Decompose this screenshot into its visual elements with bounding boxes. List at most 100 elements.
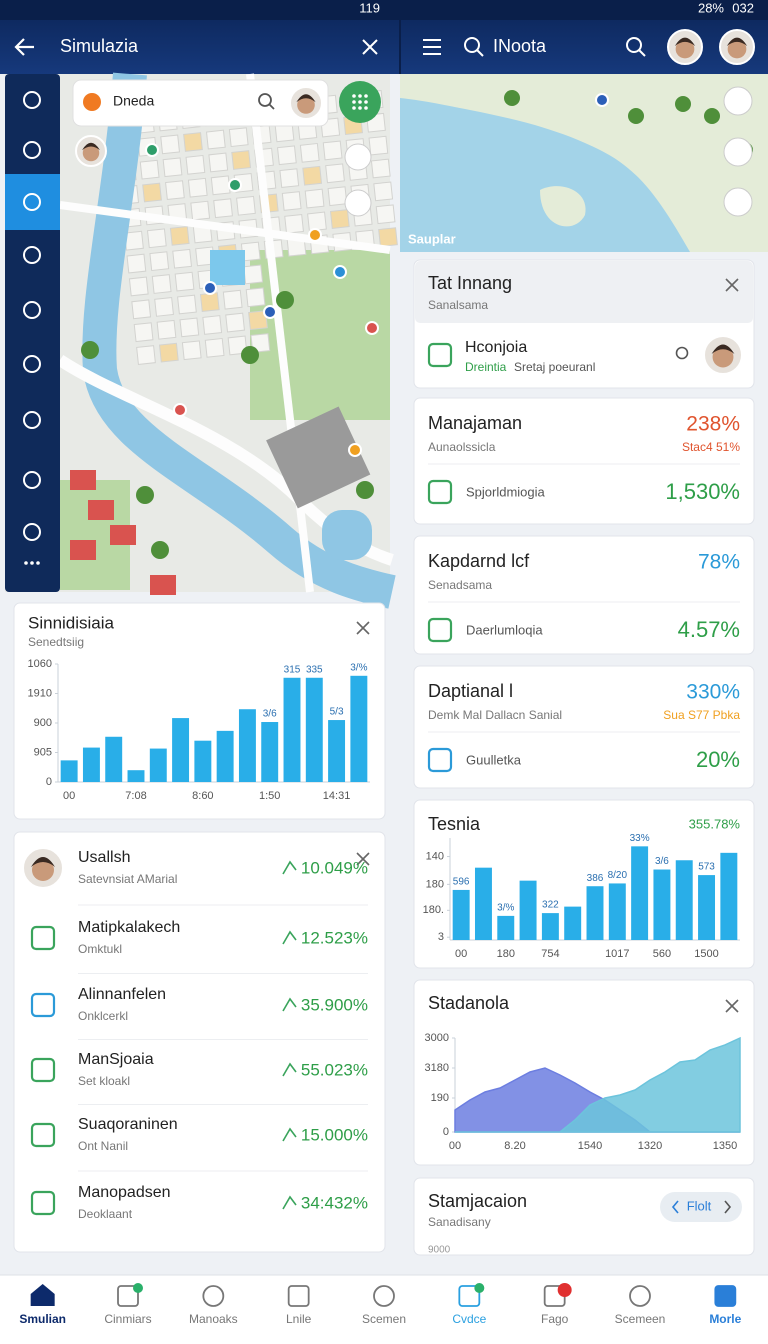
nav-label: Manoaks	[189, 1312, 238, 1326]
nav-label: Lnile	[286, 1312, 312, 1326]
sidebar-icon[interactable]	[23, 193, 41, 211]
sidebar-icon[interactable]	[23, 91, 41, 109]
card-header	[415, 261, 753, 323]
list-subtitle: Satevnsiat AMarial	[78, 872, 177, 886]
bar-label: 386	[587, 873, 604, 884]
block	[199, 292, 220, 312]
island	[540, 186, 586, 227]
item-title: Guulletka	[466, 752, 522, 767]
sidebar-icon[interactable]	[23, 141, 41, 159]
list-value: 35.900%	[301, 995, 368, 1014]
nav-icon[interactable]	[117, 1285, 139, 1307]
sidebar-icon[interactable]	[23, 471, 41, 489]
sidebar-icon[interactable]	[23, 246, 41, 264]
card-title: Kapdarnd lcf	[428, 551, 530, 571]
search-box[interactable]	[72, 79, 329, 127]
block	[156, 319, 177, 340]
item-value: 20%	[696, 747, 740, 772]
block	[202, 315, 223, 335]
map-pin[interactable]	[263, 305, 277, 319]
map-pin[interactable]	[145, 143, 159, 157]
map-pin[interactable]	[595, 93, 609, 107]
road	[59, 201, 391, 254]
filter-button[interactable]	[660, 1192, 742, 1222]
map-pin[interactable]	[173, 403, 187, 417]
block	[302, 165, 323, 186]
search-handle	[638, 49, 646, 57]
avatar-face	[32, 859, 54, 881]
grid-dot	[352, 100, 356, 104]
sidebar-icon[interactable]	[23, 301, 41, 319]
bar	[194, 740, 212, 782]
tree	[151, 541, 169, 559]
bar	[519, 880, 537, 940]
y-tick-label: 900	[34, 717, 52, 729]
sidebar-icon[interactable]	[23, 355, 41, 373]
right-title: INoota	[493, 36, 547, 56]
avatar-face	[82, 144, 100, 162]
sidebar-icon[interactable]	[23, 523, 41, 541]
list-title: Manopadsen	[78, 1184, 171, 1201]
bar-label: 5/3	[330, 707, 344, 718]
nav-badge	[474, 1283, 485, 1293]
map-control[interactable]	[344, 189, 372, 217]
block	[373, 181, 394, 202]
item-icon	[427, 617, 453, 643]
avatar-hair	[31, 857, 55, 867]
block	[204, 337, 225, 358]
nav-icon[interactable]	[458, 1285, 481, 1307]
map-pin[interactable]	[308, 228, 322, 242]
nav-icon[interactable]	[714, 1285, 737, 1307]
block	[131, 299, 152, 320]
y-tick-label: 1910	[28, 687, 52, 699]
search-icon	[626, 37, 642, 53]
card-title: Tesnia	[428, 814, 481, 834]
block	[158, 342, 179, 363]
map-pin[interactable]	[348, 443, 362, 457]
block	[299, 142, 320, 163]
nav-icon[interactable]	[629, 1285, 651, 1307]
trend-icon	[282, 1062, 297, 1077]
block	[227, 335, 248, 356]
block	[139, 159, 160, 180]
map-pin[interactable]	[365, 321, 379, 335]
map-control[interactable]	[344, 143, 372, 171]
map-control[interactable]	[723, 86, 753, 116]
close-button	[356, 852, 370, 866]
bar-label: 322	[542, 900, 559, 911]
map-control[interactable]	[723, 137, 753, 167]
bar	[497, 915, 515, 940]
map-pin[interactable]	[333, 265, 347, 279]
bar-label: 3/6	[655, 856, 669, 867]
map-control[interactable]	[723, 187, 753, 217]
tree	[704, 108, 720, 124]
block	[213, 198, 233, 219]
x-tick-label: 180	[497, 948, 515, 960]
bar	[328, 720, 346, 782]
search-text: Dneda	[113, 93, 154, 109]
x-tick-label: 00	[63, 790, 75, 802]
list-title: Suaqoraninen	[78, 1116, 178, 1133]
trend-icon	[282, 997, 297, 1012]
river	[82, 72, 396, 609]
map-pin[interactable]	[228, 178, 242, 192]
y-tick-label: 3000	[425, 1032, 449, 1044]
list-subtitle: Onklcerkl	[78, 1009, 128, 1023]
map-pin[interactable]	[203, 281, 217, 295]
bar	[350, 675, 368, 782]
block	[236, 195, 256, 216]
list-value: 12.523%	[301, 928, 368, 947]
y-tick-label: 3180	[425, 1062, 449, 1074]
nav-icon[interactable]	[287, 1285, 310, 1307]
nav-icon[interactable]	[373, 1285, 395, 1307]
bar	[698, 875, 716, 940]
x-tick-label: 1:50	[259, 790, 280, 802]
grid-dot	[364, 94, 368, 98]
house	[88, 500, 114, 520]
list-value: 55.023%	[301, 1060, 368, 1079]
block	[154, 297, 174, 317]
nav-icon[interactable]	[202, 1285, 225, 1307]
search-icon	[675, 346, 689, 360]
block	[378, 227, 398, 248]
sidebar-icon[interactable]	[23, 411, 41, 429]
